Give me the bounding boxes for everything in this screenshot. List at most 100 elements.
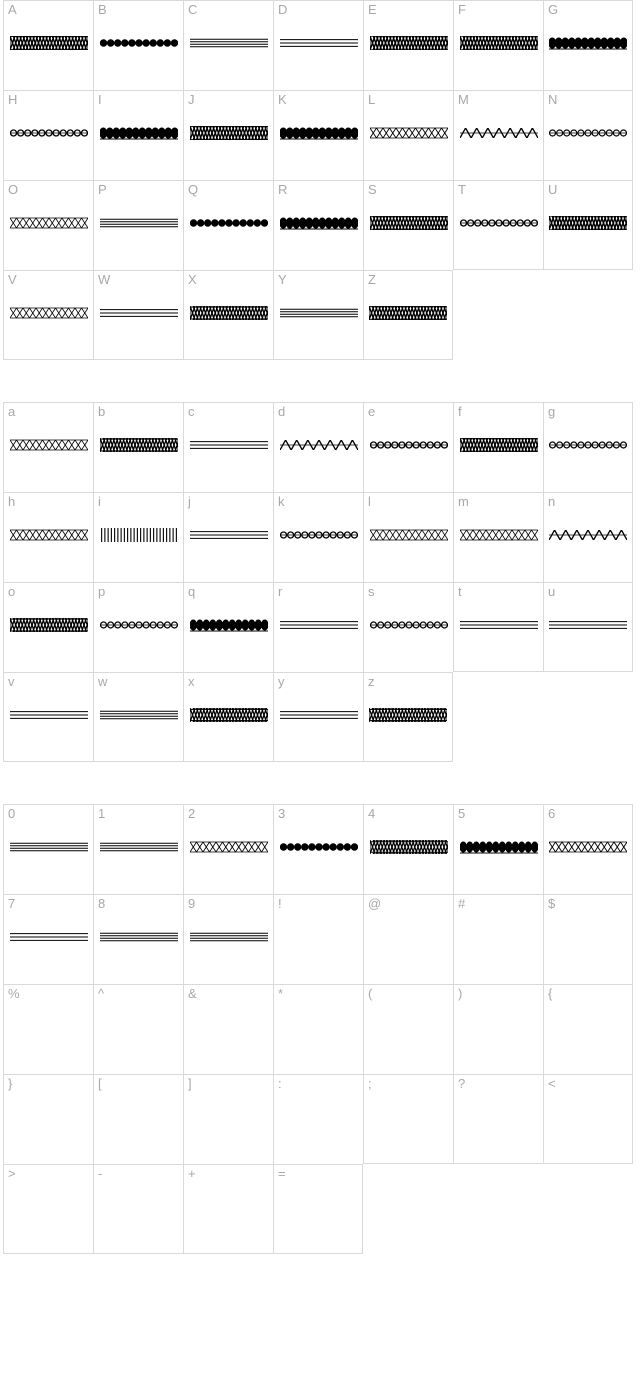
char-label: h: [8, 495, 15, 508]
char-cell: a: [3, 402, 93, 492]
char-cell: R: [273, 180, 363, 270]
glyph-pattern: [548, 835, 628, 859]
char-cell: A: [3, 0, 93, 90]
char-cell: q: [183, 582, 273, 672]
char-cell: ): [453, 984, 543, 1074]
char-label: 4: [368, 807, 375, 820]
char-cell: (: [363, 984, 453, 1074]
char-label: k: [278, 495, 285, 508]
char-label: j: [188, 495, 191, 508]
char-cell: u: [543, 582, 633, 672]
glyph-pattern: [98, 121, 179, 145]
char-label: *: [278, 987, 283, 1000]
glyph-pattern: [548, 523, 628, 547]
char-cell: C: [183, 0, 273, 90]
char-cell: [453, 672, 543, 762]
char-cell: z: [363, 672, 453, 762]
char-label: ): [458, 987, 462, 1000]
glyph-pattern: [458, 613, 539, 637]
char-cell: [453, 270, 543, 360]
char-label: (: [368, 987, 372, 1000]
char-label: f: [458, 405, 462, 418]
glyph-pattern: [98, 31, 179, 55]
glyph-pattern: [188, 523, 269, 547]
char-cell: K: [273, 90, 363, 180]
char-label: c: [188, 405, 195, 418]
char-label: s: [368, 585, 375, 598]
char-cell: v: [3, 672, 93, 762]
glyph-pattern: [278, 31, 359, 55]
section-uppercase: ABCDEFGHIJKLMNOPQRSTUVWXYZ: [3, 0, 633, 360]
section-digits_symbols: 0123456789!@#$%^&*(){}[]:;?<>-+=: [3, 804, 633, 1254]
char-label: r: [278, 585, 282, 598]
char-cell: ^: [93, 984, 183, 1074]
char-label: Y: [278, 273, 287, 286]
char-cell: Q: [183, 180, 273, 270]
char-cell: B: [93, 0, 183, 90]
glyph-pattern: [8, 433, 89, 457]
char-cell: !: [273, 894, 363, 984]
char-label: &: [188, 987, 197, 1000]
glyph-pattern: [368, 211, 449, 235]
char-cell: E: [363, 0, 453, 90]
glyph-pattern: [278, 121, 359, 145]
glyph-pattern: [368, 703, 448, 727]
char-label: 8: [98, 897, 105, 910]
glyph-pattern: [368, 121, 449, 145]
glyph-pattern: [368, 433, 449, 457]
char-label: }: [8, 1077, 12, 1090]
char-label: H: [8, 93, 17, 106]
char-cell: X: [183, 270, 273, 360]
char-cell: F: [453, 0, 543, 90]
char-cell: o: [3, 582, 93, 672]
char-cell: O: [3, 180, 93, 270]
glyph-pattern: [8, 925, 89, 949]
char-cell: N: [543, 90, 633, 180]
char-cell: +: [183, 1164, 273, 1254]
glyph-pattern: [188, 925, 269, 949]
glyph-pattern: [8, 31, 89, 55]
char-cell: Z: [363, 270, 453, 360]
glyph-pattern: [98, 211, 179, 235]
char-label: I: [98, 93, 102, 106]
char-label: <: [548, 1077, 556, 1090]
char-label: @: [368, 897, 381, 910]
char-label: K: [278, 93, 287, 106]
char-cell: 8: [93, 894, 183, 984]
char-cell: c: [183, 402, 273, 492]
char-cell: P: [93, 180, 183, 270]
char-label: x: [188, 675, 195, 688]
char-cell: t: [453, 582, 543, 672]
glyph-pattern: [98, 433, 179, 457]
char-label: z: [368, 675, 375, 688]
glyph-pattern: [98, 523, 179, 547]
char-cell: U: [543, 180, 633, 270]
glyph-pattern: [98, 703, 179, 727]
char-label: 7: [8, 897, 15, 910]
char-label: R: [278, 183, 287, 196]
glyph-pattern: [188, 835, 269, 859]
char-label: [: [98, 1077, 102, 1090]
char-cell: ;: [363, 1074, 453, 1164]
char-cell: }: [3, 1074, 93, 1164]
char-label: M: [458, 93, 469, 106]
char-label: E: [368, 3, 377, 16]
char-cell: x: [183, 672, 273, 762]
char-label: C: [188, 3, 197, 16]
glyph-pattern: [458, 121, 539, 145]
glyph-pattern: [458, 433, 539, 457]
char-label: 6: [548, 807, 555, 820]
char-cell: 9: [183, 894, 273, 984]
char-label: 2: [188, 807, 195, 820]
char-cell: {: [543, 984, 633, 1074]
glyph-pattern: [368, 613, 449, 637]
glyph-pattern: [188, 121, 269, 145]
glyph-pattern: [188, 613, 269, 637]
char-cell: d: [273, 402, 363, 492]
char-cell: [453, 1164, 543, 1254]
char-label: =: [278, 1167, 286, 1180]
char-cell: [543, 1164, 633, 1254]
char-label: #: [458, 897, 465, 910]
glyph-pattern: [548, 433, 628, 457]
glyph-pattern: [368, 301, 448, 325]
